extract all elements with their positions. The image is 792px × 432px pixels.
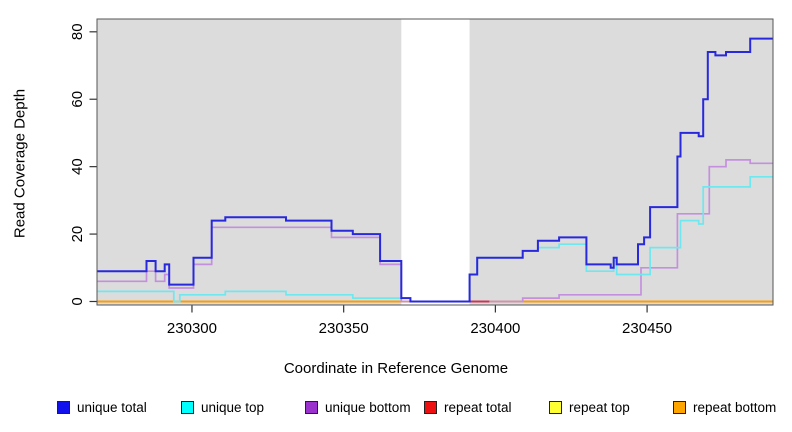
legend-label-unique-bottom: unique bottom (325, 399, 411, 415)
legend-item-unique-top: unique top (181, 399, 264, 415)
legend-item-repeat-top: repeat top (549, 399, 630, 415)
legend-label-unique-total: unique total (77, 399, 147, 415)
x-tick-label-1: 230350 (319, 320, 369, 337)
legend-item-repeat-bottom: repeat bottom (673, 399, 776, 415)
legend-swatch-unique-top (181, 400, 194, 414)
y-tick-label-4: 80 (69, 23, 86, 40)
y-tick-label-1: 20 (69, 226, 86, 243)
y-tick-label-0: 0 (69, 297, 86, 305)
legend-swatch-unique-bottom (305, 400, 318, 414)
legend-swatch-unique-total (57, 400, 70, 414)
legend-item-repeat-total: repeat total (424, 399, 512, 415)
legend-swatch-repeat-total (424, 400, 437, 414)
legend-swatch-repeat-bottom (673, 400, 686, 414)
legend-label-repeat-bottom: repeat bottom (693, 399, 777, 415)
legend-label-repeat-top: repeat top (569, 399, 630, 415)
series-line-unique-bottom (97, 159, 773, 303)
y-tick-label-3: 60 (69, 91, 86, 108)
y-axis-title: Read Coverage Depth (11, 88, 29, 239)
series-line-unique-total (97, 37, 773, 303)
legend-swatch-repeat-top (549, 400, 562, 414)
legend-item-unique-bottom: unique bottom (305, 399, 411, 415)
x-tick-label-0: 230300 (167, 320, 217, 337)
y-tick-label-2: 40 (69, 158, 86, 175)
legend-label-repeat-total: repeat total (444, 399, 512, 415)
plot-border (96, 18, 774, 306)
x-tick-label-3: 230450 (622, 320, 672, 337)
legend-label-unique-top: unique top (201, 399, 265, 415)
legend-item-unique-total: unique total (57, 399, 147, 415)
x-tick-label-2: 230400 (470, 320, 520, 337)
no-data-gap-band (401, 19, 470, 305)
x-axis-title: Coordinate in Reference Genome (283, 360, 509, 377)
